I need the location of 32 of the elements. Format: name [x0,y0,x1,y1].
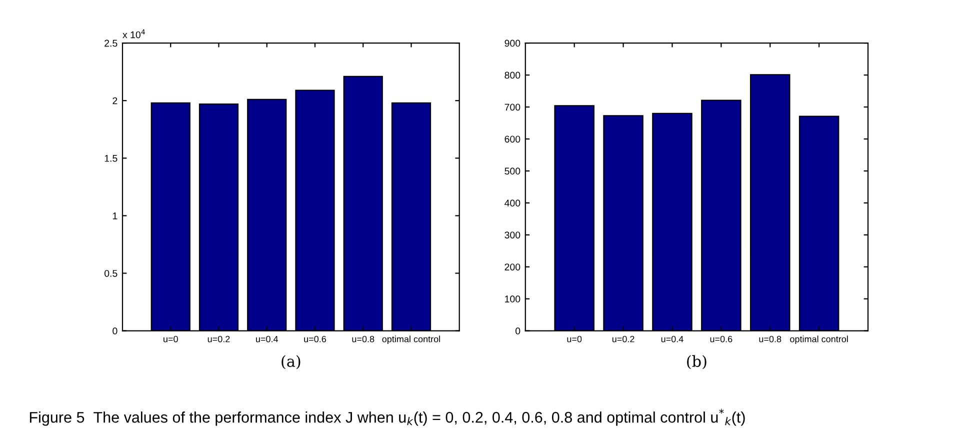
x-axis-title: (b) [687,355,706,370]
y-tick-label: 800 [504,72,520,79]
y-tick-label: 600 [504,136,520,143]
caption: Figure 5 The values of the performance index J when u$_{k}$(t) = 0, 0.2, 0.4, 0.6, 0.8 and optimal control u$^{*}$$_{k}$(t) [30,408,745,426]
x-tick-label: u=0.2 [612,336,634,342]
x-tick-label: u=0.6 [710,336,732,342]
x-tick-label: u=0 [164,336,178,342]
y-tick-label: 1.5 [104,154,118,162]
y-tick-label: 0 [516,328,520,334]
y-tick-label: 700 [504,104,520,111]
y-tick-label: 400 [504,200,520,207]
y-tick-label: 2 [112,97,118,104]
y-tick-label: 1 [112,212,118,220]
text: x 10$^{4}$ [122,29,145,38]
x-tick-label: u=0.4 [256,336,278,342]
y-tick-label: 500 [504,168,520,175]
x-tick-label: u=0 [567,336,582,342]
x-tick-label: optimal control [790,336,848,344]
x-tick-label: optimal control [382,336,440,344]
y-tick-label: 100 [505,296,520,302]
y-tick-label: 0.5 [104,270,118,277]
y-tick-label: 2.5 [104,40,118,47]
y-tick-label: 300 [504,232,520,238]
x-tick-label: u=0.6 [304,336,326,342]
y-tick-label: 900 [504,40,520,47]
x-tick-label: u=0.2 [208,336,230,342]
x-tick-label: u=0.8 [759,336,782,342]
x-tick-label: u=0.8 [352,336,374,342]
y-tick-label: 200 [504,264,520,270]
y-tick-label: 0 [112,328,118,334]
x-tick-label: u=0.4 [661,336,684,342]
x-axis-title: (a) [282,355,300,370]
